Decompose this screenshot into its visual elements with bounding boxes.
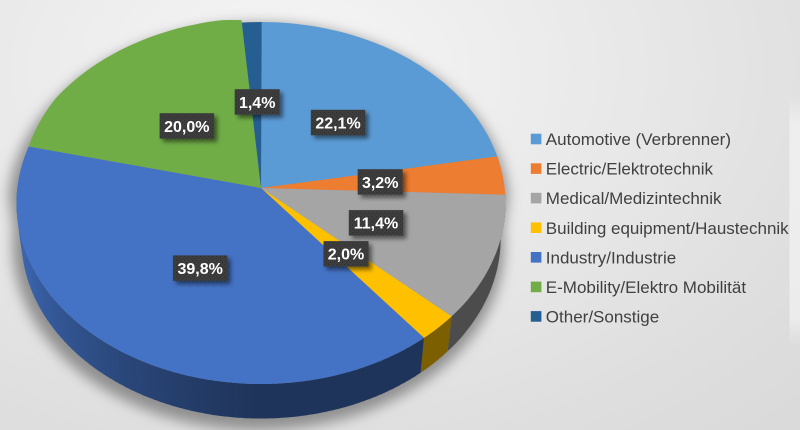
svg-text:2,0%: 2,0%: [328, 247, 364, 264]
svg-text:Industry/Industrie: Industry/Industrie: [546, 248, 676, 267]
svg-text:Other/Sonstige: Other/Sonstige: [546, 308, 659, 327]
svg-text:3,2%: 3,2%: [362, 175, 398, 192]
svg-text:1,4%: 1,4%: [239, 95, 275, 112]
svg-text:Electric/Elektrotechnik: Electric/Elektrotechnik: [546, 160, 714, 179]
svg-text:11,4%: 11,4%: [354, 216, 398, 233]
svg-text:Automotive (Verbrenner): Automotive (Verbrenner): [546, 130, 731, 149]
svg-text:Building equipment/Haustechnik: Building equipment/Haustechnik: [546, 219, 789, 238]
svg-text:E-Mobility/Elektro Mobilität: E-Mobility/Elektro Mobilität: [546, 278, 747, 297]
svg-text:22,1%: 22,1%: [315, 115, 360, 132]
svg-text:Medical/Medizintechnik: Medical/Medizintechnik: [546, 189, 722, 208]
svg-text:20,0%: 20,0%: [164, 119, 209, 136]
svg-text:39,8%: 39,8%: [178, 261, 223, 278]
